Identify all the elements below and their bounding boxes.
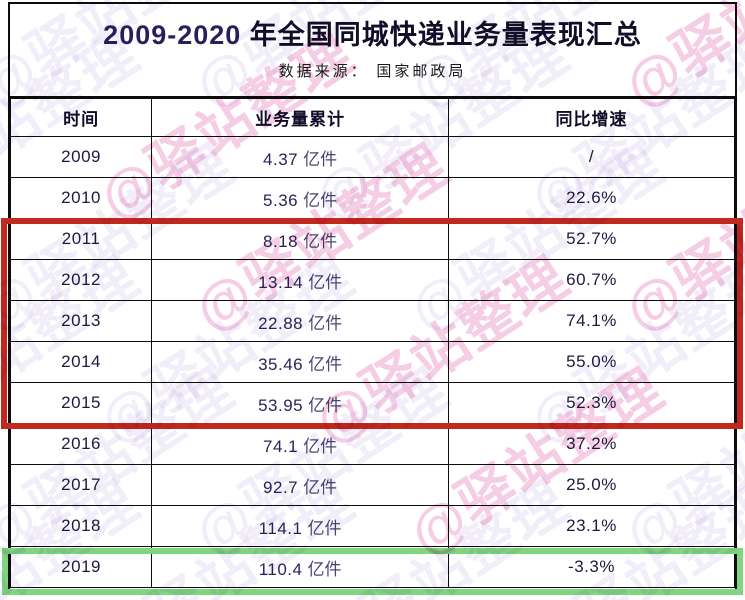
cell-year: 2011 bbox=[9, 218, 153, 260]
volume-number: 4.37 bbox=[263, 149, 299, 169]
cell-volume: 35.46 亿件 bbox=[151, 341, 449, 383]
cell-volume: 114.1 亿件 bbox=[151, 505, 449, 547]
cell-year: 2015 bbox=[9, 382, 153, 424]
col-header-volume: 业务量累计 bbox=[151, 98, 449, 137]
volume-unit: 亿件 bbox=[308, 272, 343, 292]
volume-number: 53.95 bbox=[258, 395, 304, 415]
volume-unit: 亿件 bbox=[303, 231, 338, 251]
volume-unit: 亿件 bbox=[308, 313, 343, 333]
title-year-range: 2009-2020 bbox=[103, 19, 242, 50]
cell-year: 2010 bbox=[9, 177, 153, 219]
volume-unit: 亿件 bbox=[307, 559, 342, 579]
volume-unit: 亿件 bbox=[308, 354, 343, 374]
volume-number: 114.1 bbox=[258, 518, 303, 538]
cell-volume: 22.88 亿件 bbox=[151, 300, 449, 342]
volume-number: 110.4 bbox=[258, 559, 303, 579]
table-row: 2012 13.14 亿件 60.7% bbox=[9, 259, 735, 301]
col-header-time: 时间 bbox=[9, 98, 153, 137]
volume-number: 5.36 bbox=[263, 190, 299, 210]
cell-growth: 55.0% bbox=[448, 341, 735, 383]
volume-number: 13.14 bbox=[258, 272, 304, 292]
table-row: 2018 114.1 亿件 23.1% bbox=[9, 505, 735, 547]
volume-number: 8.18 bbox=[263, 231, 299, 251]
table-row: 2014 35.46 亿件 55.0% bbox=[9, 341, 735, 383]
cell-growth: 52.3% bbox=[448, 382, 735, 424]
cell-growth: / bbox=[448, 136, 735, 178]
cell-growth: 22.6% bbox=[448, 177, 735, 219]
data-source-label: 数据来源： 国家邮政局 bbox=[278, 62, 467, 81]
volume-number: 35.46 bbox=[258, 354, 304, 374]
volume-unit: 亿件 bbox=[308, 395, 343, 415]
cell-year: 2013 bbox=[9, 300, 153, 342]
cell-volume: 4.37 亿件 bbox=[151, 136, 449, 178]
cell-growth: 52.7% bbox=[448, 218, 735, 260]
volume-unit: 亿件 bbox=[303, 436, 338, 456]
table-row: 2016 74.1 亿件 37.2% bbox=[9, 423, 735, 465]
volume-unit: 亿件 bbox=[303, 477, 338, 497]
table-row: 2009 4.37 亿件 / bbox=[9, 136, 735, 178]
table-row: 2017 92.7 亿件 25.0% bbox=[9, 464, 735, 506]
cell-volume: 13.14 亿件 bbox=[151, 259, 449, 301]
volume-number: 92.7 bbox=[263, 477, 299, 497]
cell-volume: 74.1 亿件 bbox=[151, 423, 449, 465]
cell-growth: 60.7% bbox=[448, 259, 735, 301]
stats-table: 时间 业务量累计 同比增速 2009 4.37 亿件/2010 5.36 亿件 22.6%… bbox=[9, 98, 735, 588]
table-row: 2013 22.88 亿件 74.1% bbox=[9, 300, 735, 342]
cell-volume: 8.18 亿件 bbox=[151, 218, 449, 260]
cell-growth: 74.1% bbox=[448, 300, 735, 342]
table-header-row: 时间 业务量累计 同比增速 bbox=[9, 98, 735, 137]
cell-year: 2019 bbox=[9, 546, 153, 588]
volume-unit: 亿件 bbox=[303, 190, 338, 210]
table-body: 2009 4.37 亿件/2010 5.36 亿件 22.6% 2011 8.18 亿件 52.7… bbox=[9, 136, 735, 588]
cell-year: 2016 bbox=[9, 423, 153, 465]
cell-year: 2018 bbox=[9, 505, 153, 547]
cell-volume: 5.36 亿件 bbox=[151, 177, 449, 219]
cell-year: 2012 bbox=[9, 259, 153, 301]
title-text: 年全国同城快递业务量表现汇总 bbox=[241, 19, 642, 50]
volume-number: 74.1 bbox=[263, 436, 299, 456]
cell-growth: 37.2% bbox=[448, 423, 735, 465]
cell-growth: 23.1% bbox=[448, 505, 735, 547]
summary-table-frame: 2009-2020 年全国同城快递业务量表现汇总 数据来源： 国家邮政局 时间 … bbox=[8, 2, 737, 591]
table-row: 2019 110.4 亿件 -3.3% bbox=[9, 546, 735, 588]
title-block: 2009-2020 年全国同城快递业务量表现汇总 数据来源： 国家邮政局 bbox=[10, 4, 735, 98]
page-title: 2009-2020 年全国同城快递业务量表现汇总 bbox=[103, 19, 642, 51]
cell-volume: 92.7 亿件 bbox=[151, 464, 449, 506]
cell-volume: 110.4 亿件 bbox=[151, 546, 449, 588]
cell-year: 2009 bbox=[9, 136, 153, 178]
cell-growth: 25.0% bbox=[448, 464, 735, 506]
cell-volume: 53.95 亿件 bbox=[151, 382, 449, 424]
cell-year: 2017 bbox=[9, 464, 153, 506]
table-row: 2011 8.18 亿件 52.7% bbox=[9, 218, 735, 260]
volume-unit: 亿件 bbox=[307, 518, 342, 538]
table-row: 2010 5.36 亿件 22.6% bbox=[9, 177, 735, 219]
cell-growth: -3.3% bbox=[448, 546, 735, 588]
col-header-growth: 同比增速 bbox=[448, 98, 735, 137]
volume-number: 22.88 bbox=[258, 313, 304, 333]
table-row: 2015 53.95 亿件 52.3% bbox=[9, 382, 735, 424]
cell-year: 2014 bbox=[9, 341, 153, 383]
volume-unit: 亿件 bbox=[303, 149, 338, 169]
